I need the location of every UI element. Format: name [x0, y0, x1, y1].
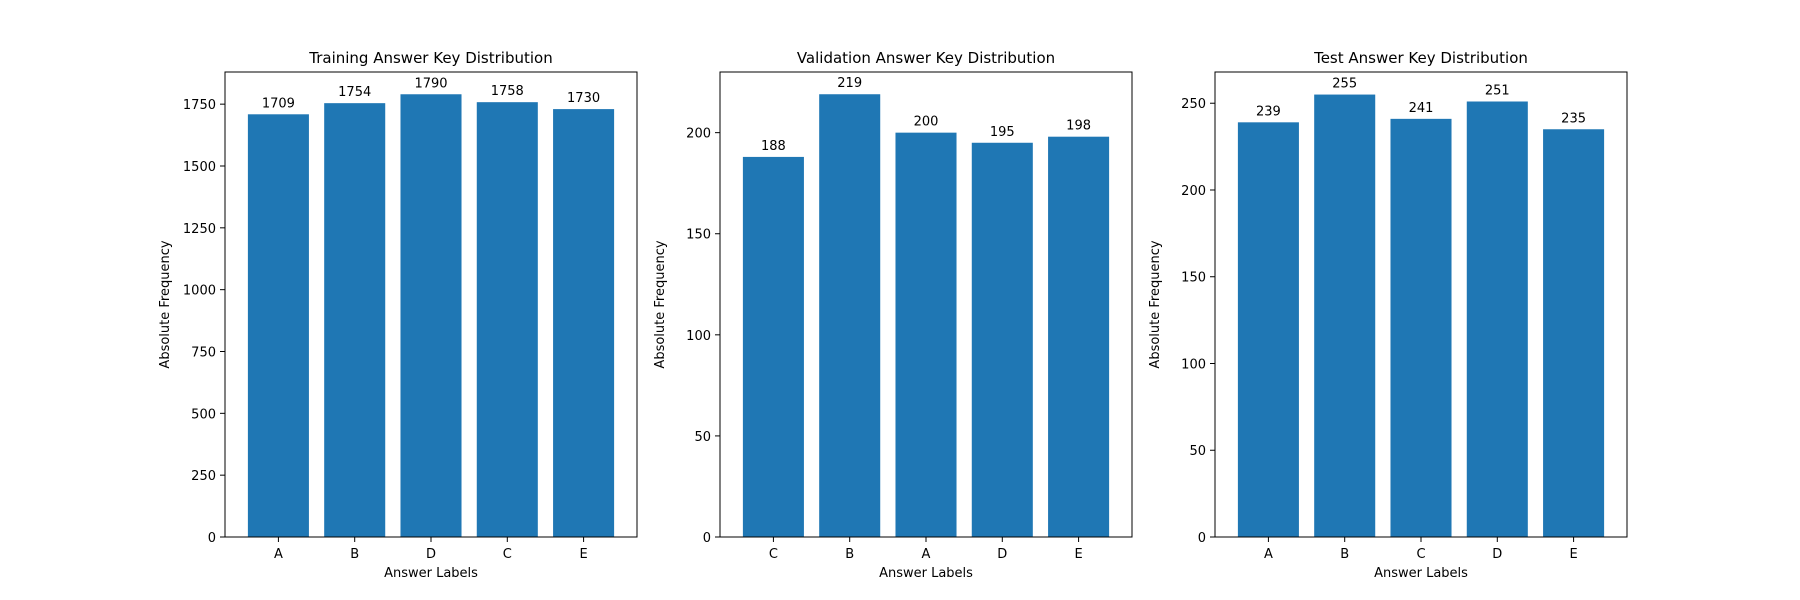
- y-ticks: 0 50 100 150 200: [686, 127, 720, 546]
- y-tick-label: 200: [1181, 184, 1206, 199]
- x-tick-label: D: [1492, 547, 1502, 562]
- x-tick-label: D: [426, 547, 436, 562]
- bar-C: [476, 102, 538, 537]
- bar-A: [1237, 122, 1299, 537]
- y-tick-label: 150: [1181, 271, 1206, 286]
- data-label-C: 1758: [491, 84, 524, 99]
- data-label-B: 255: [1332, 77, 1357, 92]
- bars: [742, 94, 1110, 538]
- y-tick-label: 0: [1198, 531, 1206, 546]
- data-label-E: 235: [1561, 111, 1586, 126]
- data-labels: 239 255 241 251 235: [1256, 77, 1586, 127]
- y-tick-label: 100: [1181, 357, 1206, 372]
- bar-E: [553, 109, 615, 537]
- data-label-A: 200: [914, 115, 939, 130]
- x-tick-label: B: [845, 547, 854, 562]
- data-label-A: 239: [1256, 104, 1281, 119]
- x-tick-label: D: [997, 547, 1007, 562]
- x-tick-label: C: [769, 547, 778, 562]
- data-label-E: 198: [1066, 119, 1091, 134]
- x-ticks: A B C D E: [1264, 537, 1578, 562]
- bars: [247, 94, 615, 538]
- y-tick-label: 0: [703, 531, 711, 546]
- y-tick-label: 150: [686, 228, 711, 243]
- x-axis-label: Answer Labels: [384, 566, 478, 581]
- x-axis-label: Answer Labels: [879, 566, 973, 581]
- bar-D: [400, 94, 462, 538]
- y-axis-label: Absolute Frequency: [1148, 240, 1163, 368]
- bar-D: [971, 142, 1033, 537]
- x-tick-label: B: [1340, 547, 1349, 562]
- plot-frame: [1214, 71, 1628, 538]
- bar-A: [895, 132, 957, 538]
- y-tick-label: 250: [1181, 97, 1206, 112]
- y-tick-label: 50: [694, 430, 711, 445]
- training-chart-panel: Training Answer Key Distribution Answer …: [158, 49, 638, 581]
- y-tick-label: 1500: [183, 160, 216, 175]
- x-tick-label: E: [579, 547, 587, 562]
- x-tick-label: A: [1264, 547, 1273, 562]
- y-tick-label: 50: [1189, 444, 1206, 459]
- chart-title: Training Answer Key Distribution: [308, 49, 552, 67]
- test-chart-panel: Test Answer Key Distribution Answer Labe…: [1148, 49, 1628, 581]
- validation-chart-panel: Validation Answer Key Distribution Answe…: [653, 49, 1133, 581]
- y-axis-label: Absolute Frequency: [158, 240, 173, 368]
- chart-title: Validation Answer Key Distribution: [797, 49, 1055, 67]
- y-tick-label: 250: [191, 469, 216, 484]
- bar-E: [1048, 136, 1110, 537]
- data-labels: 188 219 200 195 198: [761, 76, 1091, 154]
- data-label-D: 251: [1485, 83, 1510, 98]
- y-tick-label: 1000: [183, 284, 216, 299]
- y-tick-label: 500: [191, 407, 216, 422]
- bar-B: [819, 94, 881, 537]
- data-label-E: 1730: [567, 91, 600, 106]
- x-tick-label: E: [1074, 547, 1082, 562]
- x-tick-label: C: [1416, 547, 1425, 562]
- x-tick-label: C: [503, 547, 512, 562]
- data-label-B: 1754: [338, 85, 371, 100]
- x-tick-label: A: [922, 547, 931, 562]
- y-tick-label: 750: [191, 345, 216, 360]
- data-label-D: 195: [990, 125, 1015, 140]
- bar-A: [247, 114, 309, 537]
- chart-title: Test Answer Key Distribution: [1313, 49, 1528, 67]
- y-ticks: 0 250 500 750 1000 1250 1500 1750: [183, 98, 225, 546]
- y-tick-label: 0: [208, 531, 216, 546]
- bar-B: [324, 103, 386, 538]
- bar-E: [1543, 129, 1605, 538]
- plot-frame: [224, 71, 638, 538]
- x-tick-label: E: [1569, 547, 1577, 562]
- y-tick-label: 1250: [183, 222, 216, 237]
- data-label-B: 219: [837, 76, 862, 91]
- data-label-A: 1709: [262, 96, 295, 111]
- bar-C: [1390, 118, 1452, 537]
- bar-D: [1466, 101, 1528, 537]
- x-tick-label: A: [274, 547, 283, 562]
- plot-frame: [719, 71, 1133, 538]
- x-axis-label: Answer Labels: [1374, 566, 1468, 581]
- data-labels: 1709 1754 1790 1758 1730: [262, 76, 600, 111]
- data-label-D: 1790: [414, 76, 447, 91]
- y-axis-label: Absolute Frequency: [653, 240, 668, 368]
- x-tick-label: B: [350, 547, 359, 562]
- bars: [1237, 94, 1605, 538]
- y-ticks: 0 50 100 150 200 250: [1181, 97, 1215, 546]
- y-tick-label: 200: [686, 127, 711, 142]
- data-label-C: 188: [761, 139, 786, 154]
- data-label-C: 241: [1409, 101, 1434, 116]
- y-tick-label: 1750: [183, 98, 216, 113]
- y-tick-label: 100: [686, 329, 711, 344]
- bar-B: [1314, 94, 1376, 537]
- bar-C: [742, 156, 804, 538]
